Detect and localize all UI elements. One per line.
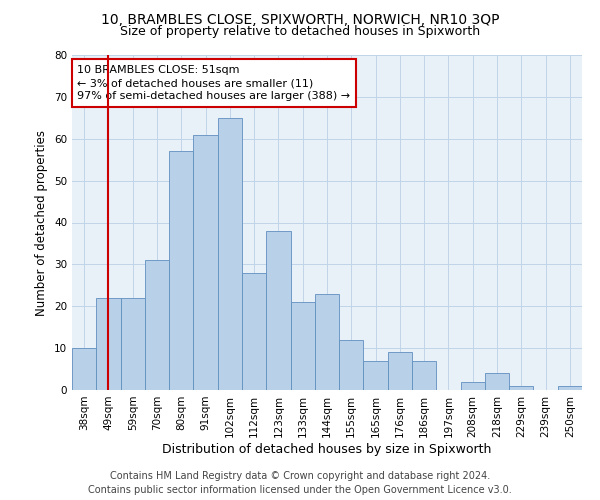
- Bar: [266, 231, 290, 390]
- Bar: [485, 373, 509, 390]
- Bar: [339, 340, 364, 390]
- Y-axis label: Number of detached properties: Number of detached properties: [35, 130, 49, 316]
- Bar: [96, 298, 121, 390]
- Text: Contains HM Land Registry data © Crown copyright and database right 2024.
Contai: Contains HM Land Registry data © Crown c…: [88, 471, 512, 495]
- Bar: [145, 260, 169, 390]
- X-axis label: Distribution of detached houses by size in Spixworth: Distribution of detached houses by size …: [163, 442, 491, 456]
- Bar: [412, 360, 436, 390]
- Bar: [121, 298, 145, 390]
- Bar: [388, 352, 412, 390]
- Bar: [509, 386, 533, 390]
- Bar: [315, 294, 339, 390]
- Bar: [72, 348, 96, 390]
- Bar: [218, 118, 242, 390]
- Text: Size of property relative to detached houses in Spixworth: Size of property relative to detached ho…: [120, 25, 480, 38]
- Bar: [461, 382, 485, 390]
- Text: 10, BRAMBLES CLOSE, SPIXWORTH, NORWICH, NR10 3QP: 10, BRAMBLES CLOSE, SPIXWORTH, NORWICH, …: [101, 12, 499, 26]
- Bar: [242, 273, 266, 390]
- Text: 10 BRAMBLES CLOSE: 51sqm
← 3% of detached houses are smaller (11)
97% of semi-de: 10 BRAMBLES CLOSE: 51sqm ← 3% of detache…: [77, 65, 350, 102]
- Bar: [558, 386, 582, 390]
- Bar: [169, 152, 193, 390]
- Bar: [193, 134, 218, 390]
- Bar: [364, 360, 388, 390]
- Bar: [290, 302, 315, 390]
